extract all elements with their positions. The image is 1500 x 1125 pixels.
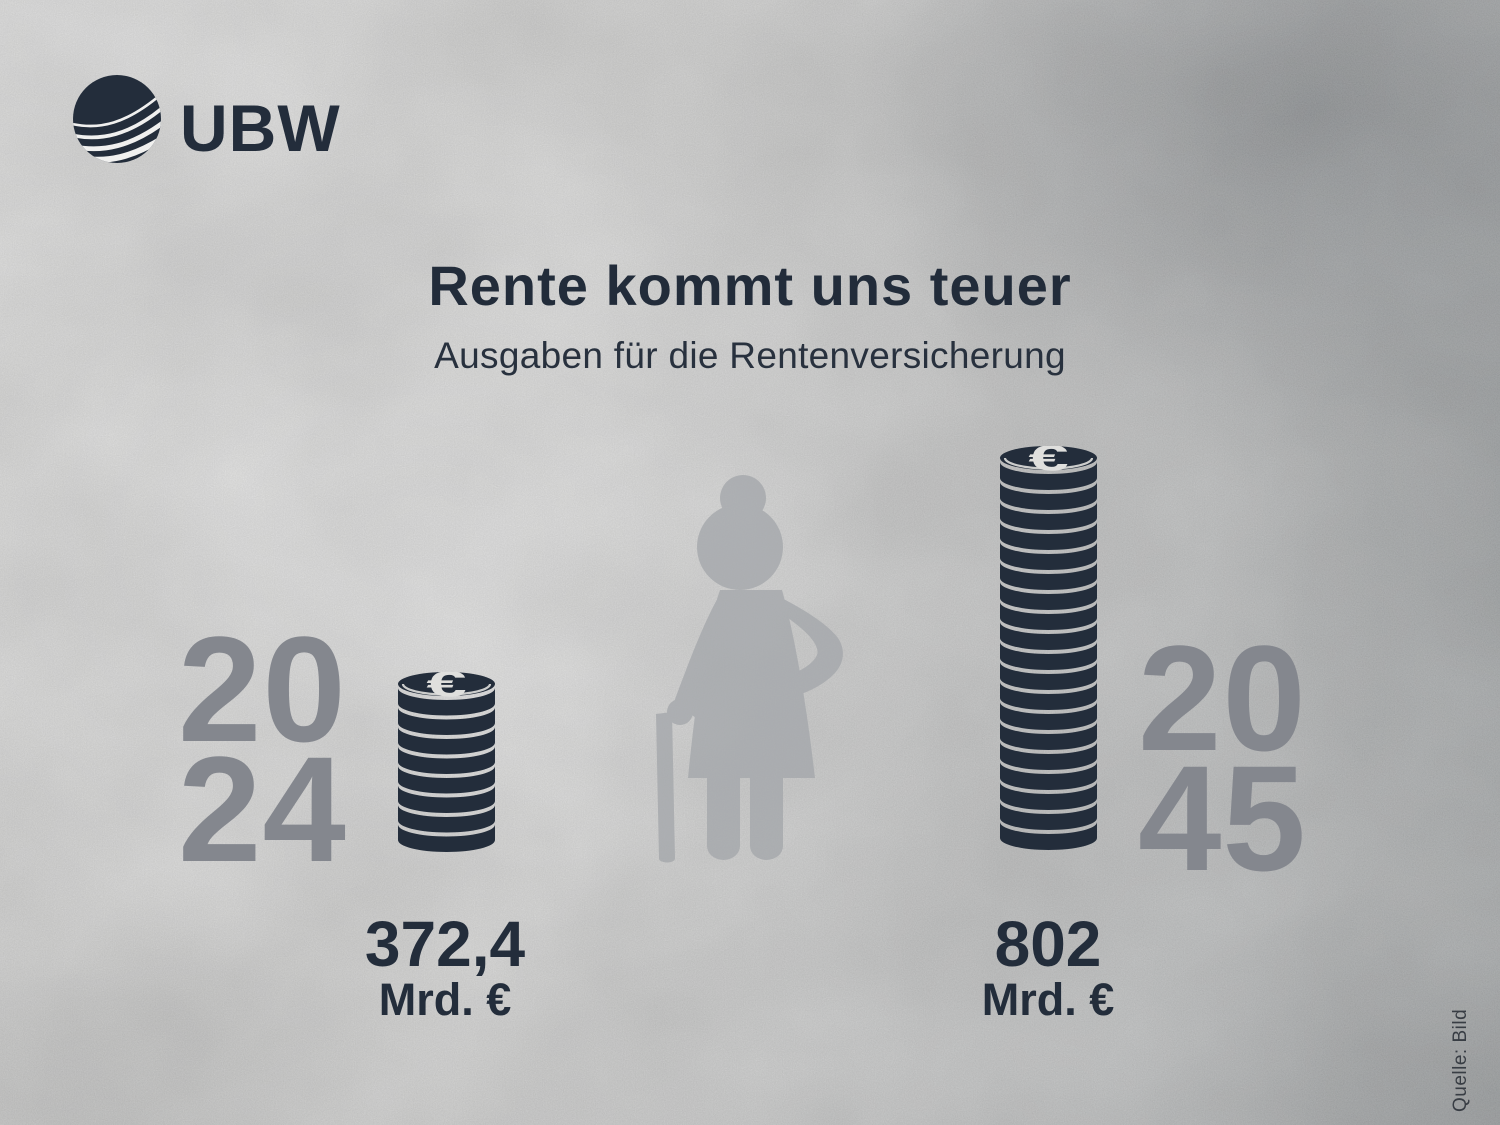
value-label-2024: 372,4 [364, 908, 526, 980]
coin-stack-2045: € [1000, 446, 1097, 850]
chart-title: Rente kommt uns teuer [428, 254, 1072, 317]
value-label-2045: 802 [994, 908, 1102, 980]
unit-label-2024: Mrd. € [378, 974, 512, 1025]
year-label-2045: 20 45 [1138, 614, 1307, 902]
brand-name: UBW [180, 91, 341, 165]
ubw-globe-icon [73, 75, 161, 163]
unit-label-2045: Mrd. € [981, 974, 1115, 1025]
svg-text:€: € [426, 672, 466, 705]
chart-subtitle: Ausgaben für die Rentenversicherung [434, 335, 1066, 376]
year-label-2024: 20 24 [178, 605, 347, 893]
source-note: Quelle: Bild [1450, 1008, 1471, 1112]
pensioner-icon [656, 475, 843, 863]
brand-logo: UBW [73, 75, 340, 163]
coin-stack-2024: € [398, 672, 495, 852]
svg-text:€: € [1028, 446, 1068, 479]
